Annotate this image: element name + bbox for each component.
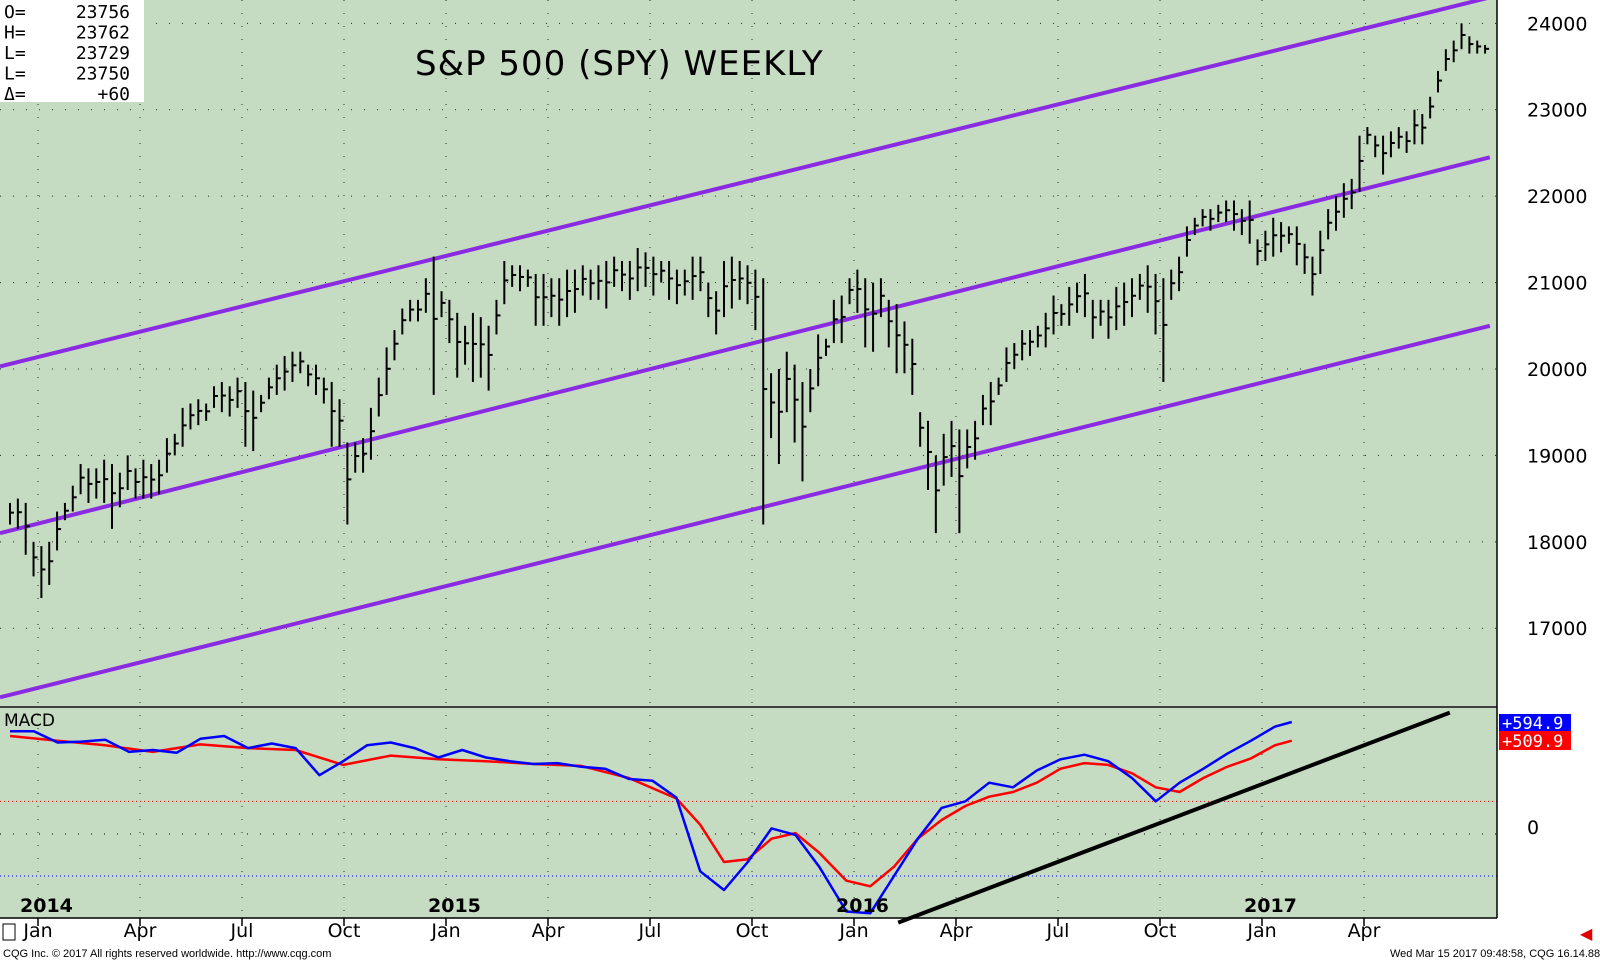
- month-label: Apr: [1348, 920, 1381, 942]
- month-label: Oct: [736, 920, 769, 942]
- channel-line-upper: [0, 0, 1488, 369]
- month-label: Jan: [838, 920, 868, 942]
- quote-label: Δ=: [4, 84, 26, 105]
- chart-title: S&P 500 (SPY) WEEKLY: [415, 44, 824, 84]
- month-label: Apr: [124, 920, 157, 942]
- quote-label: L=: [4, 64, 26, 85]
- price-tick-label: 22000: [1527, 186, 1587, 208]
- month-label: Jan: [1246, 920, 1276, 942]
- macd-trendline: [897, 710, 1451, 925]
- macd-line: [10, 720, 1293, 915]
- month-label: Jul: [1046, 920, 1070, 942]
- price-tick-label: 23000: [1527, 100, 1587, 122]
- quote-value: 23729: [76, 43, 130, 64]
- arrow-left-icon[interactable]: ◀: [1580, 924, 1593, 943]
- month-label: Apr: [940, 920, 973, 942]
- price-tick-label: 21000: [1527, 273, 1587, 295]
- month-label: Oct: [328, 920, 361, 942]
- price-plot-area: [0, 0, 1497, 706]
- signal-value-badge: +509.9: [1499, 731, 1571, 752]
- price-tick-label: 19000: [1527, 445, 1587, 467]
- footer-timestamp: Wed Mar 15 2017 09:48:58, CQG 16.14.880: [1390, 948, 1600, 960]
- macd-lines: [9, 710, 1451, 925]
- signal-value-label: +509.9: [1502, 732, 1563, 752]
- footer-copyright: CQG Inc. © 2017 All rights reserved worl…: [3, 948, 331, 960]
- price-axis-labels: 17000 18000 19000 20000 21000 22000 23000 24000: [1527, 13, 1587, 640]
- month-label: Jul: [230, 920, 254, 942]
- channel-line-lower: [0, 323, 1491, 700]
- month-label: Oct: [1144, 920, 1177, 942]
- quote-value: 23750: [76, 64, 130, 85]
- year-label: 2016: [836, 895, 889, 917]
- year-label: 2017: [1244, 895, 1297, 917]
- price-tick-label: 17000: [1527, 618, 1587, 640]
- macd-value-badge: +594.9: [1499, 714, 1571, 734]
- month-label: Jan: [430, 920, 460, 942]
- macd-signal-line: [9, 734, 1293, 888]
- time-axis-labels: Jan Apr Jul Oct Jan Apr Jul Oct Jan Apr Jul Oct Jan A…: [20, 895, 1381, 942]
- quote-value: +60: [97, 84, 130, 105]
- year-label: 2015: [428, 895, 481, 917]
- quote-value: 23756: [76, 2, 130, 23]
- year-label: 2014: [20, 895, 73, 917]
- macd-label: MACD: [4, 711, 55, 731]
- grid: [0, 0, 1497, 918]
- weekly-bars: [9, 23, 1490, 598]
- month-label: Apr: [532, 920, 565, 942]
- scroll-handle[interactable]: [2, 923, 16, 941]
- quote-box: O= 23756 H= 23762 L= 23729 L= 23750 Δ= +60: [0, 0, 144, 105]
- price-tick-label: 20000: [1527, 359, 1587, 381]
- macd-plot-area: [0, 708, 1497, 918]
- price-tick-label: 24000: [1527, 13, 1587, 35]
- price-tick-label: 18000: [1527, 532, 1587, 554]
- month-label: Jan: [22, 920, 52, 942]
- macd-value-label: +594.9: [1502, 714, 1563, 734]
- quote-label: O=: [4, 2, 26, 23]
- quote-label: L=: [4, 43, 26, 64]
- quote-label: H=: [4, 23, 26, 44]
- quote-value: 23762: [76, 23, 130, 44]
- macd-zero-tick: 0: [1527, 817, 1539, 839]
- month-label: Jul: [638, 920, 662, 942]
